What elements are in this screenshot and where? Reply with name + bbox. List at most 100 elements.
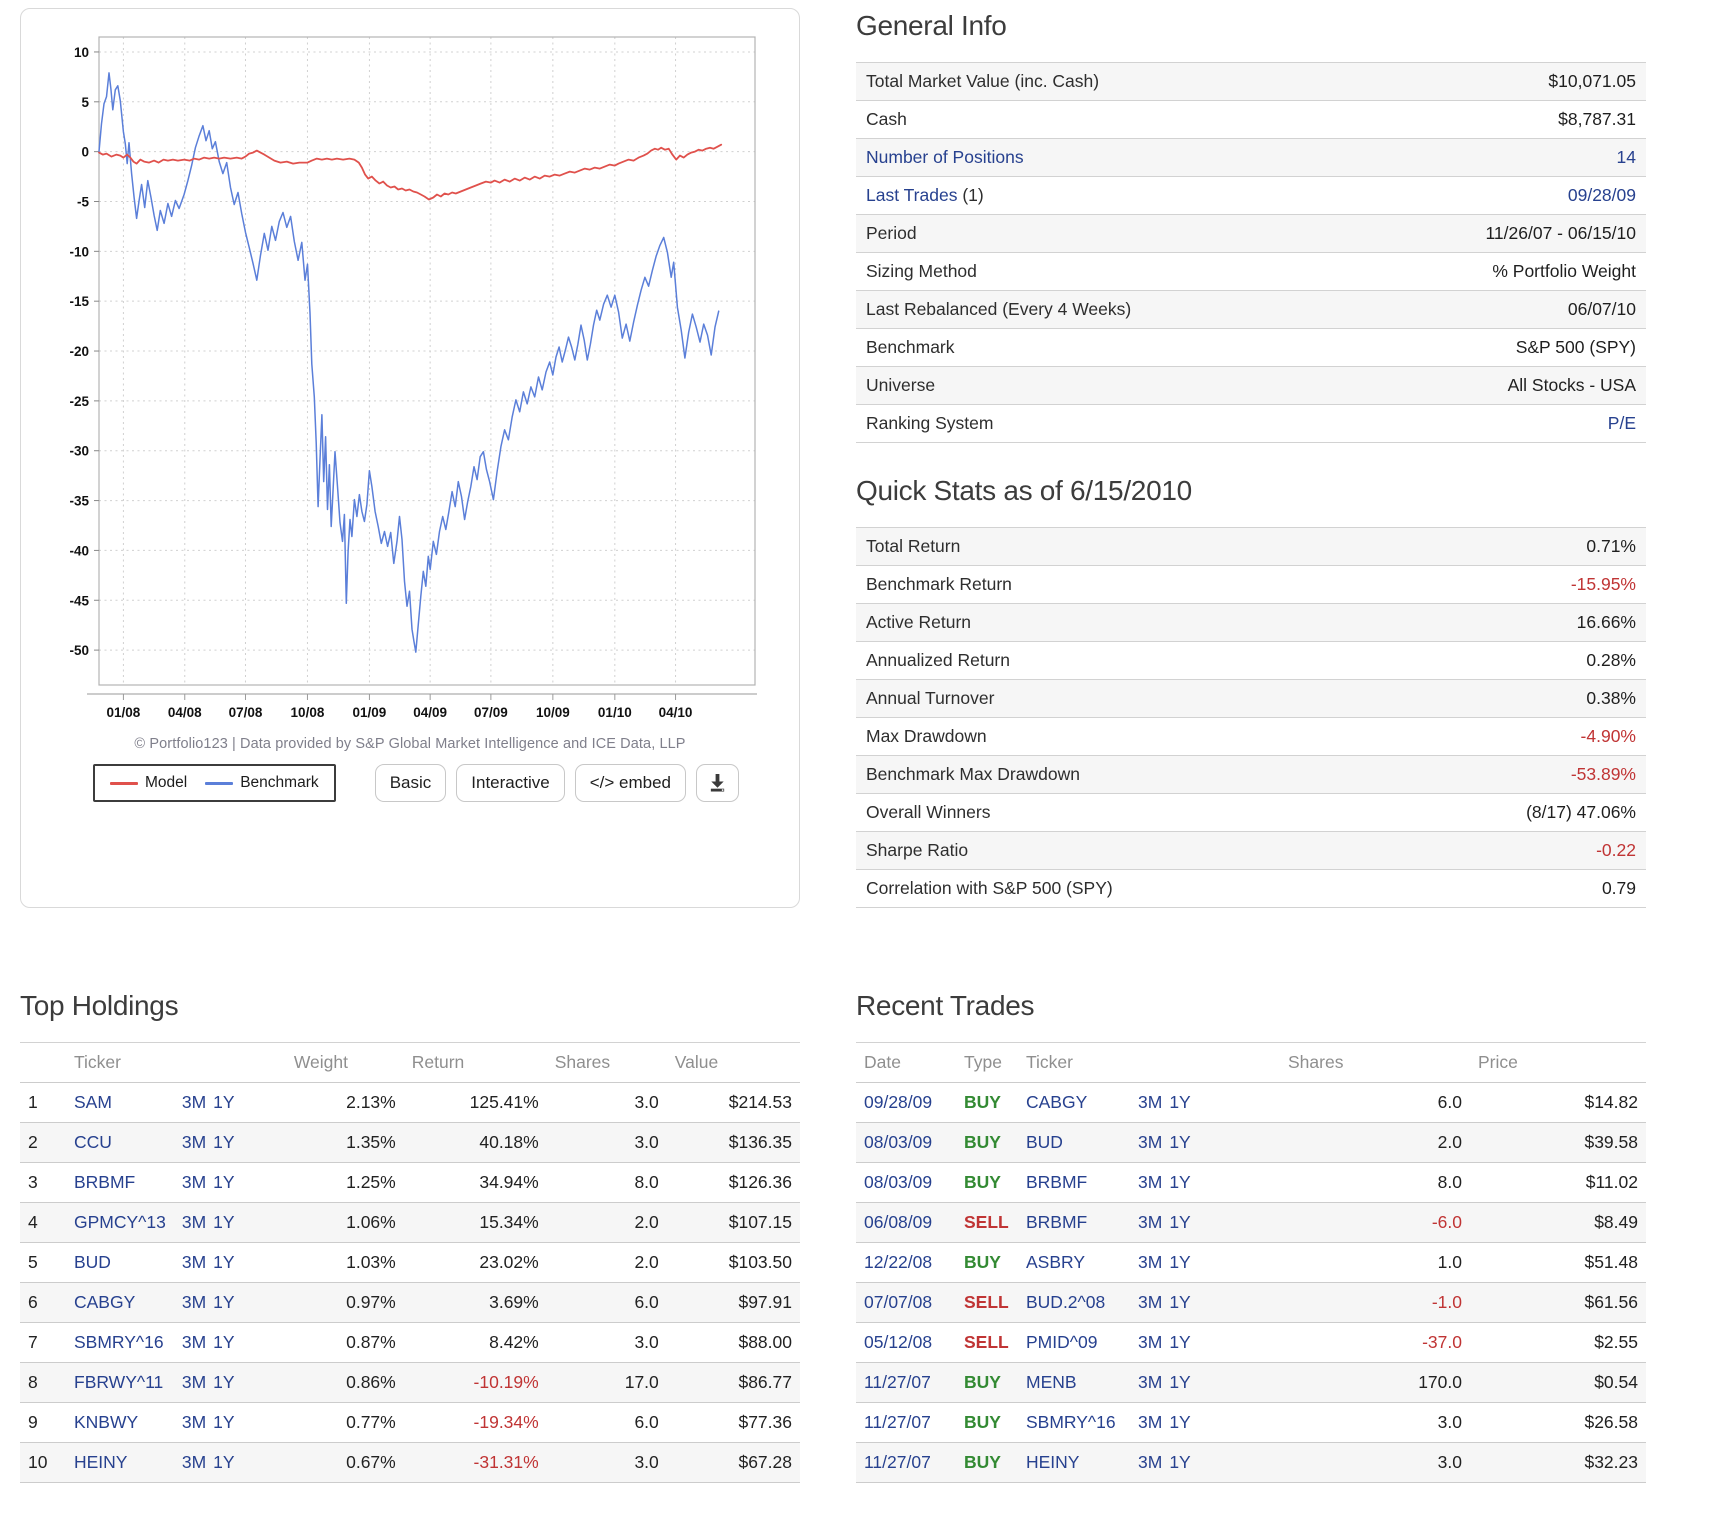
range-link-1y[interactable]: 1Y xyxy=(1169,1252,1191,1272)
ticker-link[interactable]: BRBMF xyxy=(1026,1212,1088,1232)
svg-text:-25: -25 xyxy=(69,394,89,409)
holding-shares: 2.0 xyxy=(546,1242,667,1283)
range-link-1y[interactable]: 1Y xyxy=(1169,1292,1191,1312)
ticker-link[interactable]: BRBMF xyxy=(1026,1172,1088,1192)
ticker-link[interactable]: BUD.2^08 xyxy=(1026,1292,1106,1312)
embed-button[interactable]: </> embed xyxy=(574,764,686,802)
trade-date-link[interactable]: 08/03/09 xyxy=(864,1132,933,1152)
holding-shares: 3.0 xyxy=(546,1082,667,1123)
trade-date-link[interactable]: 09/28/09 xyxy=(864,1092,933,1112)
kv-label-text: Benchmark Max Drawdown xyxy=(866,764,1080,784)
trade-date-cell: 07/07/08 xyxy=(856,1282,956,1323)
trade-date-cell: 12/22/08 xyxy=(856,1242,956,1283)
range-link-1y[interactable]: 1Y xyxy=(1169,1412,1191,1432)
range-link-3m[interactable]: 3M xyxy=(181,1132,207,1152)
range-link-3m[interactable]: 3M xyxy=(1138,1092,1163,1112)
range-link-3m[interactable]: 3M xyxy=(1138,1172,1163,1192)
ticker-link[interactable]: MENB xyxy=(1026,1372,1077,1392)
trade-date-link[interactable]: 08/03/09 xyxy=(864,1172,933,1192)
range-link-3m[interactable]: 3M xyxy=(1138,1212,1163,1232)
general-info-table: Total Market Value (inc. Cash) $10,071.05… xyxy=(856,62,1646,443)
trade-date-link[interactable]: 11/27/07 xyxy=(864,1372,931,1392)
trade-type-cell: BUY xyxy=(956,1242,1018,1283)
trade-date-link[interactable]: 05/12/08 xyxy=(864,1332,933,1352)
range-link-3m[interactable]: 3M xyxy=(1138,1412,1163,1432)
range-link-3m[interactable]: 3M xyxy=(181,1172,207,1192)
range-link-3m[interactable]: 3M xyxy=(1138,1252,1163,1272)
range-link-3m[interactable]: 3M xyxy=(1138,1292,1163,1312)
range-link-3m[interactable]: 3M xyxy=(181,1452,207,1472)
ticker-link[interactable]: SBMRY^16 xyxy=(74,1332,164,1352)
trade-date-link[interactable]: 12/22/08 xyxy=(864,1252,933,1272)
range-link-1y[interactable]: 1Y xyxy=(1169,1132,1191,1152)
trade-date-link[interactable]: 07/07/08 xyxy=(864,1292,933,1312)
download-button[interactable] xyxy=(696,764,739,802)
trades-header-links xyxy=(1130,1042,1280,1083)
range-link-1y[interactable]: 1Y xyxy=(213,1092,235,1112)
range-link-3m[interactable]: 3M xyxy=(181,1212,207,1232)
range-link-1y[interactable]: 1Y xyxy=(213,1292,235,1312)
range-link-1y[interactable]: 1Y xyxy=(213,1172,235,1192)
basic-button[interactable]: Basic xyxy=(374,764,447,802)
range-link-1y[interactable]: 1Y xyxy=(1169,1452,1191,1472)
kv-value[interactable]: 14 xyxy=(1616,147,1636,167)
range-link-1y[interactable]: 1Y xyxy=(213,1372,235,1392)
ticker-link[interactable]: SAM xyxy=(74,1092,112,1112)
range-link-3m[interactable]: 3M xyxy=(1138,1132,1163,1152)
range-link-1y[interactable]: 1Y xyxy=(213,1252,235,1272)
kv-value: 06/07/10 xyxy=(1567,299,1636,319)
range-link-1y[interactable]: 1Y xyxy=(1169,1372,1191,1392)
range-link-3m[interactable]: 3M xyxy=(1138,1452,1163,1472)
range-link-3m[interactable]: 3M xyxy=(181,1092,207,1112)
general-info-title: General Info xyxy=(856,10,1007,41)
range-link-1y[interactable]: 1Y xyxy=(1169,1092,1191,1112)
range-link-1y[interactable]: 1Y xyxy=(213,1452,235,1472)
ticker-link[interactable]: HEINY xyxy=(1026,1452,1080,1472)
holding-value: $107.15 xyxy=(666,1202,800,1243)
kv-value[interactable]: P/E xyxy=(1607,413,1636,433)
kv-value[interactable]: 09/28/09 xyxy=(1567,185,1636,205)
range-link-3m[interactable]: 3M xyxy=(181,1252,207,1272)
ticker-link[interactable]: ASBRY xyxy=(1026,1252,1086,1272)
ticker-link[interactable]: SBMRY^16 xyxy=(1026,1412,1116,1432)
range-link-3m[interactable]: 3M xyxy=(181,1292,207,1312)
kv-row: Correlation with S&P 500 (SPY) 0.79 xyxy=(856,870,1646,908)
ticker-link[interactable]: CABGY xyxy=(74,1292,136,1312)
range-link-1y[interactable]: 1Y xyxy=(1169,1172,1191,1192)
ticker-link[interactable]: CCU xyxy=(74,1132,112,1152)
svg-text:10: 10 xyxy=(74,45,89,60)
trade-ticker-cell: CABGY xyxy=(1018,1082,1130,1123)
interactive-button[interactable]: Interactive xyxy=(456,764,565,802)
ticker-link[interactable]: CABGY xyxy=(1026,1092,1088,1112)
ticker-link[interactable]: HEINY xyxy=(74,1452,128,1472)
range-link-3m[interactable]: 3M xyxy=(181,1412,207,1432)
range-link-1y[interactable]: 1Y xyxy=(1169,1332,1191,1352)
kv-label-text: Period xyxy=(866,223,917,243)
ticker-link[interactable]: KNBWY xyxy=(74,1412,139,1432)
range-link-1y[interactable]: 1Y xyxy=(213,1212,235,1232)
range-link-1y[interactable]: 1Y xyxy=(213,1412,235,1432)
range-link-1y[interactable]: 1Y xyxy=(213,1332,235,1352)
range-link-1y[interactable]: 1Y xyxy=(1169,1212,1191,1232)
ticker-link[interactable]: BUD xyxy=(1026,1132,1063,1152)
ticker-link[interactable]: FBRWY^11 xyxy=(74,1372,164,1392)
ticker-link[interactable]: BRBMF xyxy=(74,1172,136,1192)
ticker-link[interactable]: GPMCY^13 xyxy=(74,1212,166,1232)
recent-trades-table: Date Type Ticker Shares Price 09/28/09 BU… xyxy=(856,1042,1646,1483)
ticker-link[interactable]: PMID^09 xyxy=(1026,1332,1098,1352)
kv-label-text: Total Return xyxy=(866,536,961,556)
trades-header-ticker: Ticker xyxy=(1018,1042,1130,1083)
range-link-1y[interactable]: 1Y xyxy=(213,1132,235,1152)
ticker-link[interactable]: BUD xyxy=(74,1252,111,1272)
trade-date-link[interactable]: 06/08/09 xyxy=(864,1212,933,1232)
trade-date-link[interactable]: 11/27/07 xyxy=(864,1452,931,1472)
range-link-3m[interactable]: 3M xyxy=(1138,1332,1163,1352)
range-link-3m[interactable]: 3M xyxy=(181,1332,207,1352)
trade-type-cell: BUY xyxy=(956,1362,1018,1403)
trades-header-date: Date xyxy=(856,1042,956,1083)
range-link-3m[interactable]: 3M xyxy=(1138,1372,1163,1392)
kv-label-text[interactable]: Last Trades xyxy=(866,185,958,205)
trade-date-link[interactable]: 11/27/07 xyxy=(864,1412,931,1432)
range-link-3m[interactable]: 3M xyxy=(181,1372,207,1392)
kv-label-text[interactable]: Number of Positions xyxy=(866,147,1024,167)
